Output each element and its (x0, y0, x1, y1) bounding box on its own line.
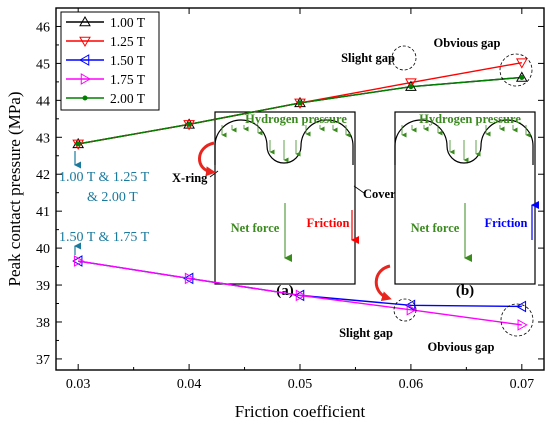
series-point (73, 255, 85, 267)
series-point (408, 84, 414, 90)
obvious-gap-lower-circle (500, 303, 534, 337)
legend-marker (80, 73, 92, 85)
series-point (294, 96, 306, 108)
inset-b-pressure-label: Hydrogen pressure (419, 112, 521, 126)
series-point (184, 272, 196, 285)
gap-annotations: Slight gap Obvious gap Slight gap Obviou… (339, 36, 534, 354)
series-point (183, 118, 195, 129)
inset-a-friction-label: Friction (306, 216, 349, 230)
x-tick-label: 0.04 (177, 377, 202, 392)
legend-label: 1.75 T (110, 72, 146, 87)
legend-marker (79, 36, 91, 48)
inset-a-cover-label: Cover (363, 187, 396, 201)
legend-label: 2.00 T (110, 91, 146, 106)
legend-label: 1.00 T (110, 15, 146, 30)
x-tick-label: 0.03 (66, 377, 91, 392)
obvious-gap-upper-circle (499, 53, 533, 87)
inset-b-panel-label: (b) (456, 283, 474, 299)
series-point (515, 71, 528, 82)
series-point (183, 120, 195, 131)
obvious-gap-lower-label: Obvious gap (427, 340, 494, 354)
inset-b-friction-label: Friction (484, 216, 527, 230)
legend: 1.00 T 1.25 T 1.50 T 1.75 T 2.00 T (60, 11, 160, 111)
y-tick-label: 38 (36, 316, 50, 331)
legend-label: 1.25 T (110, 34, 146, 49)
slight-gap-lower-circle (393, 298, 417, 322)
series-point (72, 139, 85, 150)
series-point (297, 100, 303, 106)
inset-a-net-force-label: Net force (231, 221, 280, 235)
y-tick-label: 44 (36, 94, 50, 109)
y-tick-label: 43 (36, 131, 50, 146)
legend-box (60, 11, 160, 111)
y-tick-label: 45 (36, 57, 50, 72)
legend-marker (82, 95, 88, 101)
inset-a-cover-pointer (353, 185, 365, 194)
y-axis-title: Peak contact pressure (MPa) (5, 92, 24, 287)
series-point (515, 300, 527, 313)
inset-a-xring-label: X-ring (172, 171, 208, 185)
legend-label: 1.50 T (110, 53, 146, 68)
series-point (405, 80, 417, 91)
legend-items: 1.00 T 1.25 T 1.50 T 1.75 T 2.00 T (66, 15, 146, 106)
y-tick-label: 39 (36, 279, 50, 294)
series-point (72, 137, 85, 149)
series-line-175 (78, 260, 522, 326)
y-tick-label: 42 (36, 168, 50, 183)
series-point (293, 289, 305, 302)
series-point (72, 255, 83, 267)
x-tick-label: 0.07 (510, 377, 535, 392)
series-point (405, 78, 417, 89)
upper-group-label: 1.00 T & 1.25 T (59, 170, 150, 185)
series-point (294, 98, 306, 109)
series-point (515, 58, 528, 69)
legend-marker (78, 54, 90, 66)
inset-b-pressure-arrows (401, 125, 531, 163)
obvious-gap-upper-label: Obvious gap (433, 36, 500, 50)
lower-group-label: 1.50 T & 1.75 T (59, 230, 150, 245)
inset-a-pressure-arrows (221, 125, 351, 163)
slight-gap-lower-label: Slight gap (339, 326, 393, 340)
y-axis: 37 38 39 40 41 42 43 44 45 46 (36, 20, 544, 368)
x-axis: 0.03 0.04 0.05 0.06 0.07 (66, 8, 534, 392)
series-point (519, 74, 525, 80)
y-tick-label: 40 (36, 242, 50, 257)
series-layer (72, 58, 528, 331)
curved-arrow-to-inset-a (198, 141, 216, 177)
inset-b-frame (394, 111, 536, 285)
series-point (183, 272, 194, 285)
y-tick-label: 46 (36, 20, 50, 35)
inset-a-xring-outline (214, 119, 354, 165)
group-annotations: 1.00 T & 1.25 T & 2.00 T 1.50 T & 1.75 T (59, 151, 150, 255)
series-point (404, 299, 416, 312)
series-point (75, 141, 81, 147)
x-tick-label: 0.06 (399, 377, 424, 392)
inset-a: Hydrogen pressure Net force Friction X-r… (172, 111, 396, 299)
x-axis-title: Friction coefficient (235, 402, 366, 421)
slight-gap-upper-label: Slight gap (341, 51, 395, 65)
upper-group-label-line2: & 2.00 T (87, 190, 138, 205)
slight-gap-upper-circle (391, 45, 417, 71)
inset-b-net-force-label: Net force (411, 221, 460, 235)
inset-b-xring-outline (394, 119, 534, 165)
inset-a-panel-label: (a) (276, 283, 294, 299)
y-tick-label: 37 (36, 353, 50, 368)
inset-a-pressure-label: Hydrogen pressure (245, 112, 347, 126)
series-point (517, 319, 528, 331)
curved-arrow-to-inset-b (374, 264, 392, 301)
x-tick-label: 0.05 (288, 377, 313, 392)
y-tick-label: 41 (36, 205, 50, 220)
inset-a-frame (214, 111, 356, 285)
series-point (186, 121, 192, 127)
legend-marker (79, 15, 91, 27)
inset-b: Hydrogen pressure Net force Friction (b) (394, 111, 539, 299)
series-point (406, 303, 417, 316)
series-point (295, 289, 307, 302)
